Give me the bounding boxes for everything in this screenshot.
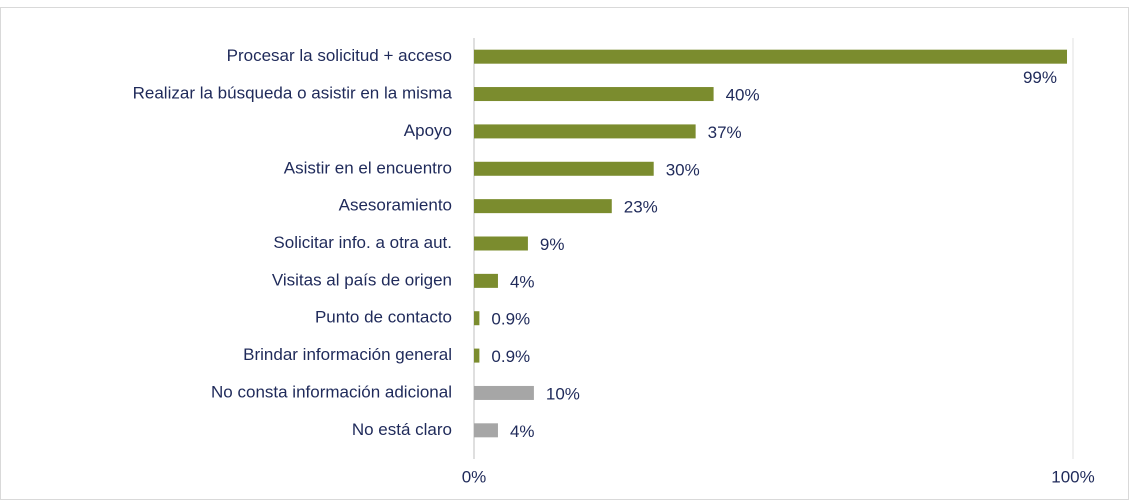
y-tick-label: Procesar la solicitud + acceso <box>227 46 452 65</box>
bar <box>474 49 1068 64</box>
chart-border <box>0 7 1129 500</box>
data-label: 40% <box>726 86 760 105</box>
y-tick-label: Realizar la búsqueda o asistir en la mis… <box>133 84 453 103</box>
bar <box>474 423 498 438</box>
x-tick-label: 100% <box>1051 467 1094 486</box>
bar <box>474 273 498 288</box>
bar <box>474 385 534 400</box>
bar <box>474 199 612 214</box>
y-tick-label: Visitas al país de origen <box>272 270 452 289</box>
data-label: 10% <box>546 384 580 403</box>
bar <box>474 87 714 102</box>
bar <box>474 348 480 363</box>
data-label: 0.9% <box>491 347 530 366</box>
y-tick-label: Punto de contacto <box>315 308 452 327</box>
data-label: 0.9% <box>491 310 530 329</box>
data-label: 4% <box>510 272 535 291</box>
data-label: 30% <box>666 160 700 179</box>
y-tick-label: Brindar información general <box>243 345 452 364</box>
bar <box>474 311 480 326</box>
y-tick-label: Apoyo <box>404 121 452 140</box>
x-tick-label: 0% <box>462 467 487 486</box>
bar <box>474 161 654 176</box>
bar <box>474 124 696 139</box>
y-tick-label: No consta información adicional <box>211 382 452 401</box>
bar <box>474 236 528 251</box>
y-tick-label: Asesoramiento <box>339 196 452 215</box>
data-label: 99% <box>1023 68 1057 87</box>
data-label: 9% <box>540 235 565 254</box>
data-label: 4% <box>510 422 535 441</box>
y-tick-label: No está claro <box>352 420 452 439</box>
y-tick-label: Asistir en el encuentro <box>284 158 452 177</box>
y-tick-label: Solicitar info. a otra aut. <box>273 233 452 252</box>
data-label: 37% <box>708 123 742 142</box>
data-label: 23% <box>624 198 658 217</box>
